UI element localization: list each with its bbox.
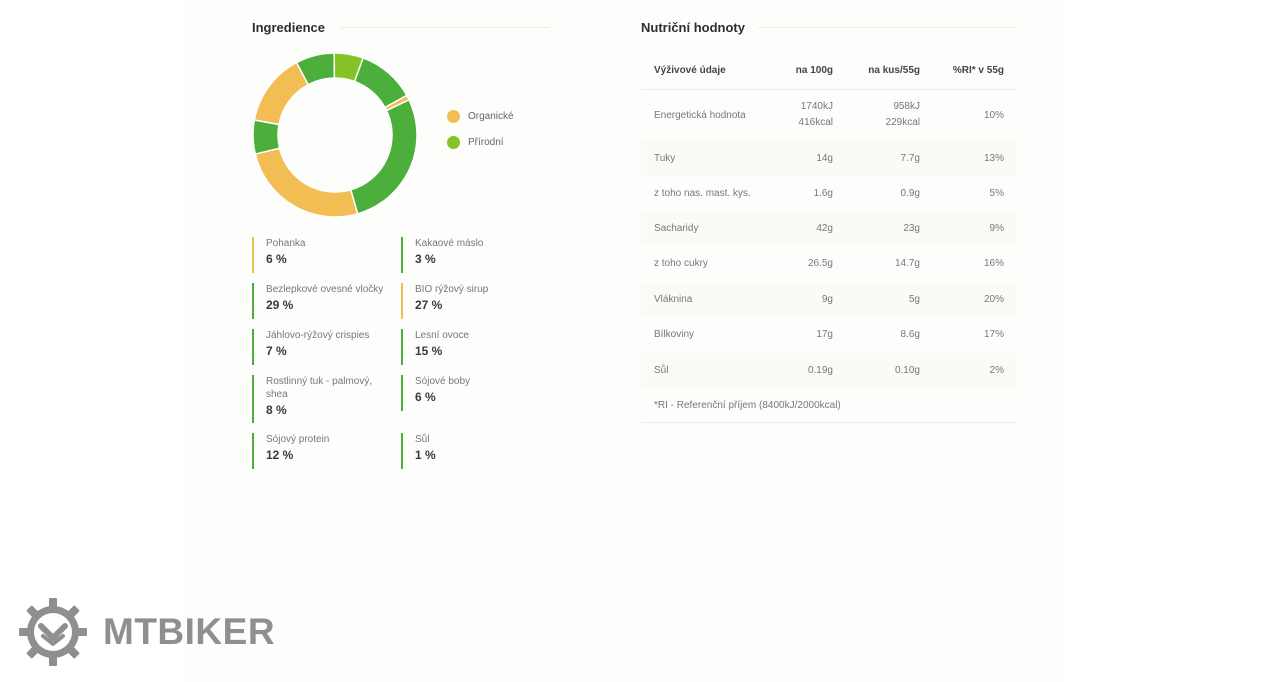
ingredient-percent: 6 % (266, 252, 287, 266)
gear-logo-icon (19, 598, 87, 666)
ingredient-percent: 8 % (266, 403, 287, 417)
row-label: Tuky (654, 153, 676, 164)
donut-slice (253, 61, 310, 126)
ingredient-name: Rostlinný tuk - palmový, shea (266, 376, 373, 400)
legend-organic-dot (447, 110, 460, 123)
legend-organic: Organické (447, 110, 514, 123)
ingredient-name: Sójové boby (415, 376, 471, 387)
row-per100: 14g (816, 153, 833, 164)
ingredient-percent: 6 % (415, 390, 436, 404)
ingredients-title: Ingredience (252, 20, 325, 35)
table-row: z toho cukry 26.5g 14.7g 16% (641, 246, 1017, 281)
ingredient-percent: 15 % (415, 344, 443, 358)
row-per100: 26.5g (807, 258, 833, 269)
row-per100: 1740kJ 416kcal (798, 101, 833, 128)
row-per-piece: 14.7g (894, 258, 920, 269)
donut-slice (333, 52, 365, 83)
table-row: z toho nas. mast. kys. 1.6g 0.9g 5% (641, 176, 1017, 211)
table-row: Vláknina 9g 5g 20% (641, 282, 1017, 317)
donut-slice (252, 119, 281, 155)
header-ri: %RI* v 55g (952, 65, 1004, 76)
row-per-piece: 958kJ 229kcal (885, 101, 920, 128)
row-label: Sůl (654, 365, 669, 376)
legend-natural-dot (447, 136, 460, 149)
ingredient-item: Bezlepkové ovesné vločky 29 % (252, 283, 392, 319)
row-ri: 5% (989, 188, 1004, 199)
ingredient-percent: 12 % (266, 448, 294, 462)
row-per-piece: 8.6g (900, 329, 920, 340)
row-label: Bílkoviny (654, 329, 695, 340)
ingredient-name: Pohanka (266, 238, 306, 249)
row-ri: 13% (983, 153, 1004, 164)
row-per100: 17g (816, 329, 833, 340)
row-ri: 17% (983, 329, 1004, 340)
legend-organic-label: Organické (468, 111, 514, 122)
donut-slice (349, 98, 418, 215)
donut-slice (254, 147, 359, 218)
row-per100: 42g (816, 223, 833, 234)
ingredient-item: Sójový protein 12 % (252, 433, 392, 469)
row-per100: 0.19g (807, 365, 833, 376)
ingredient-percent: 3 % (415, 252, 436, 266)
row-per-piece: 0.9g (900, 188, 920, 199)
legend-natural: Přírodní (447, 136, 504, 149)
row-per-piece: 7.7g (900, 153, 920, 164)
header-per-piece: na kus/55g (868, 65, 920, 76)
nutrition-footnote: *RI - Referenční příjem (8400kJ/2000kcal… (641, 388, 1017, 423)
ingredient-item: Pohanka 6 % (252, 237, 392, 273)
row-per-piece: 23g (903, 223, 920, 234)
row-label: Energetická hodnota (654, 109, 746, 121)
row-ri: 9% (989, 223, 1004, 234)
table-row: Bílkoviny 17g 8.6g 17% (641, 317, 1017, 352)
ingredients-title-divider (340, 27, 550, 28)
ingredient-name: Lesní ovoce (415, 330, 469, 341)
ingredient-item: BIO rýžový sirup 27 % (401, 283, 541, 319)
row-per-piece: 5g (908, 294, 920, 305)
logo-text: MTBIKER (103, 611, 276, 652)
row-label: z toho nas. mast. kys. (654, 188, 751, 199)
row-per-piece: 0.10g (894, 365, 920, 376)
table-row: Sůl 0.19g 0.10g 2% (641, 353, 1017, 388)
row-per100: 1.6g (813, 188, 833, 199)
ingredient-name: Bezlepkové ovesné vločky (266, 284, 384, 295)
ingredient-name: Sůl (415, 434, 430, 445)
nutrition-table-header: Výživové údaje na 100g na kus/55g %RI* v… (641, 52, 1017, 90)
content-panel (183, 0, 1065, 682)
ingredient-item: Sójové boby 6 % (401, 375, 541, 411)
ingredient-name: Jáhlovo-rýžový crispies (266, 330, 370, 341)
row-label: z toho cukry (654, 258, 708, 269)
ingredient-percent: 1 % (415, 448, 436, 462)
table-row: Sacharidy 42g 23g 9% (641, 211, 1017, 246)
ingredient-percent: 27 % (415, 298, 443, 312)
ingredient-name: Sójový protein (266, 434, 330, 445)
legend-natural-label: Přírodní (468, 137, 504, 148)
nutrition-title-divider (758, 27, 1017, 28)
ingredient-name: Kakaové máslo (415, 238, 484, 249)
ingredient-item: Sůl 1 % (401, 433, 541, 469)
ingredient-item: Jáhlovo-rýžový crispies 7 % (252, 329, 392, 365)
ingredient-percent: 29 % (266, 298, 294, 312)
row-ri: 16% (983, 258, 1004, 269)
ingredient-item: Rostlinný tuk - palmový, shea 8 % (252, 375, 392, 423)
table-row: Tuky 14g 7.7g 13% (641, 141, 1017, 176)
ingredient-item: Kakaové máslo 3 % (401, 237, 541, 273)
table-row: Energetická hodnota 1740kJ 416kcal 958kJ… (641, 89, 1017, 141)
ingredient-name: BIO rýžový sirup (415, 284, 489, 295)
row-ri: 10% (983, 109, 1004, 121)
row-ri: 2% (989, 365, 1004, 376)
ingredient-item: Lesní ovoce 15 % (401, 329, 541, 365)
mtbiker-logo: MTBIKER (17, 596, 275, 668)
row-label: Sacharidy (654, 223, 699, 234)
header-label: Výživové údaje (654, 65, 726, 76)
nutrition-title: Nutriční hodnoty (641, 20, 745, 35)
row-label: Vláknina (654, 294, 693, 305)
row-ri: 20% (983, 294, 1004, 305)
header-per100: na 100g (795, 65, 833, 76)
ingredients-donut-chart (252, 52, 418, 218)
row-per100: 9g (821, 294, 833, 305)
ingredient-percent: 7 % (266, 344, 287, 358)
